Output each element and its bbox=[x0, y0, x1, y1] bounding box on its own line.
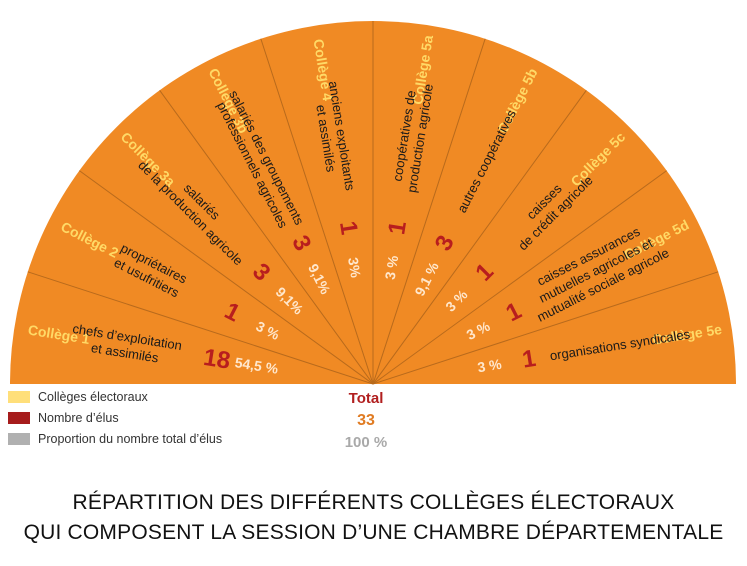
slice-elus: 1 bbox=[383, 219, 412, 236]
legend-item-proportion: Proportion du nombre total d’élus bbox=[8, 428, 222, 449]
slice-divider bbox=[372, 90, 587, 385]
legend-swatch-colleges bbox=[8, 390, 30, 403]
slice-elus: 18 bbox=[202, 344, 233, 375]
legend-swatch-elus bbox=[8, 411, 30, 424]
legend-label-proportion: Proportion du nombre total d’élus bbox=[38, 431, 223, 446]
slice-divider bbox=[27, 271, 374, 385]
chart-caption: RÉPARTITION DES DIFFÉRENTS COLLÈGES ÉLEC… bbox=[0, 488, 747, 548]
legend-label-elus: Nombre d’élus bbox=[38, 410, 119, 425]
total-count: 33 bbox=[357, 412, 375, 429]
slice-elus: 1 bbox=[334, 219, 363, 236]
slice-divider bbox=[372, 170, 667, 385]
legend-swatch-proportion bbox=[8, 432, 30, 445]
total-block: Total 33 100 % bbox=[296, 388, 436, 454]
slice-divider bbox=[79, 170, 374, 385]
slice-divider bbox=[372, 38, 486, 385]
legend-item-colleges: Collèges électoraux bbox=[8, 386, 222, 407]
slice-proportion: 3 % bbox=[476, 356, 503, 376]
caption-line-1: RÉPARTITION DES DIFFÉRENTS COLLÈGES ÉLEC… bbox=[72, 491, 675, 514]
total-label: Total bbox=[348, 390, 384, 407]
legend: Collèges électoraux Nombre d’élus Propor… bbox=[8, 386, 222, 449]
caption-line-2: QUI COMPOSENT LA SESSION D’UNE CHAMBRE D… bbox=[23, 521, 724, 544]
slice-proportion: 3 % bbox=[382, 254, 402, 281]
slice-proportion: 3% bbox=[345, 256, 364, 279]
slice-divider bbox=[260, 38, 374, 385]
slice-proportion: 54,5 % bbox=[234, 354, 280, 377]
total-proportion: 100 % bbox=[344, 434, 388, 451]
slice-dividers bbox=[27, 21, 719, 385]
legend-label-colleges: Collèges électoraux bbox=[38, 389, 148, 404]
legend-item-elus: Nombre d’élus bbox=[8, 407, 222, 428]
slice-divider bbox=[159, 90, 374, 385]
slice-divider bbox=[372, 271, 719, 385]
slice-elus: 1 bbox=[520, 345, 537, 374]
